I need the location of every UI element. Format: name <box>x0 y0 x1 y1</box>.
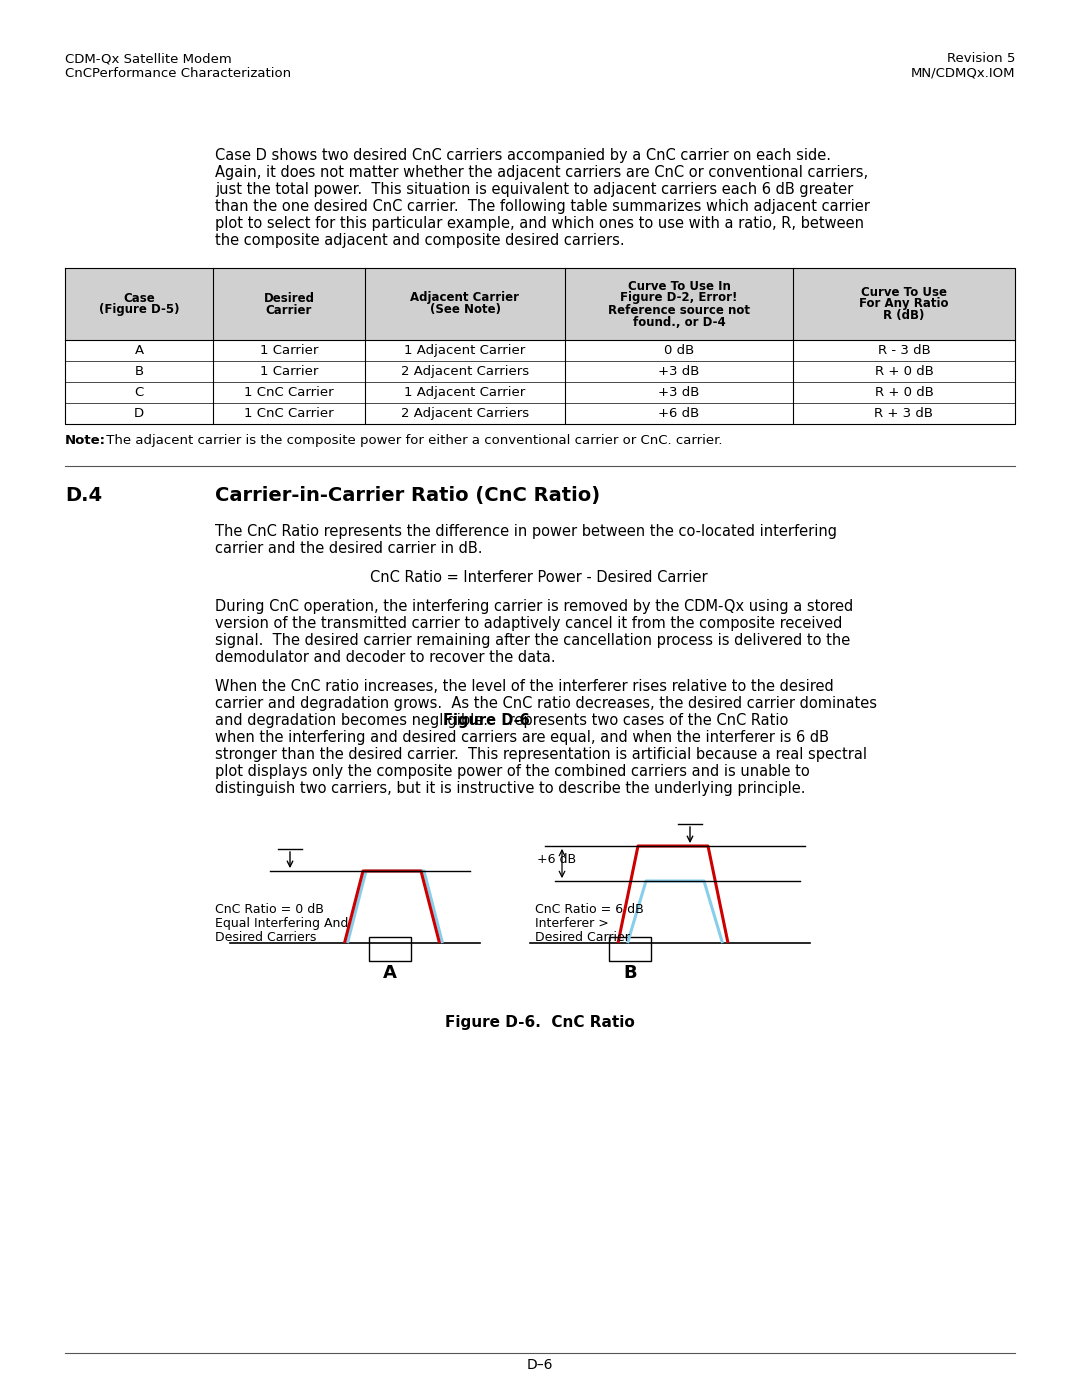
Text: R (dB): R (dB) <box>883 310 924 323</box>
Text: MN/CDMQx.IOM: MN/CDMQx.IOM <box>910 67 1015 80</box>
Text: Case D shows two desired CnC carriers accompanied by a CnC carrier on each side.: Case D shows two desired CnC carriers ac… <box>215 148 831 163</box>
Text: distinguish two carriers, but it is instructive to describe the underlying princ: distinguish two carriers, but it is inst… <box>215 781 806 796</box>
Text: Adjacent Carrier: Adjacent Carrier <box>410 292 519 305</box>
Text: 1 Carrier: 1 Carrier <box>260 365 319 379</box>
Text: Again, it does not matter whether the adjacent carriers are CnC or conventional : Again, it does not matter whether the ad… <box>215 165 868 180</box>
Bar <box>609 937 651 961</box>
Text: found., or D-4: found., or D-4 <box>633 316 726 328</box>
Text: D: D <box>134 407 144 420</box>
Text: CnCPerformance Characterization: CnCPerformance Characterization <box>65 67 292 80</box>
Text: During CnC operation, the interfering carrier is removed by the CDM-Qx using a s: During CnC operation, the interfering ca… <box>215 599 853 615</box>
Text: signal.  The desired carrier remaining after the cancellation process is deliver: signal. The desired carrier remaining af… <box>215 633 850 648</box>
Text: Equal Interfering And: Equal Interfering And <box>215 916 349 930</box>
Text: 2 Adjacent Carriers: 2 Adjacent Carriers <box>401 365 529 379</box>
Text: when the interfering and desired carriers are equal, and when the interferer is : when the interfering and desired carrier… <box>215 731 829 745</box>
Text: Revision 5: Revision 5 <box>947 52 1015 66</box>
Text: Desired: Desired <box>264 292 314 305</box>
Text: 1 CnC Carrier: 1 CnC Carrier <box>244 386 334 400</box>
Text: 1 Adjacent Carrier: 1 Adjacent Carrier <box>404 386 526 400</box>
Text: represents two cases of the CnC Ratio: represents two cases of the CnC Ratio <box>504 712 788 728</box>
Text: carrier and degradation grows.  As the CnC ratio decreases, the desired carrier : carrier and degradation grows. As the Cn… <box>215 696 877 711</box>
Text: stronger than the desired carrier.  This representation is artificial because a : stronger than the desired carrier. This … <box>215 747 867 761</box>
Text: 1 Carrier: 1 Carrier <box>260 344 319 358</box>
Text: B: B <box>623 964 637 982</box>
Text: demodulator and decoder to recover the data.: demodulator and decoder to recover the d… <box>215 650 555 665</box>
Text: Reference source not: Reference source not <box>608 303 750 317</box>
Text: +3 dB: +3 dB <box>659 386 700 400</box>
Text: C: C <box>134 386 144 400</box>
Text: +6 dB: +6 dB <box>659 407 700 420</box>
Text: Curve To Use In: Curve To Use In <box>627 279 730 292</box>
Text: Curve To Use: Curve To Use <box>861 285 947 299</box>
Text: Figure D-2, Error!: Figure D-2, Error! <box>620 292 738 305</box>
Text: Carrier: Carrier <box>266 303 312 317</box>
Text: Desired Carriers: Desired Carriers <box>215 930 316 944</box>
Text: The adjacent carrier is the composite power for either a conventional carrier or: The adjacent carrier is the composite po… <box>102 434 723 447</box>
Text: +3 dB: +3 dB <box>659 365 700 379</box>
Text: (See Note): (See Note) <box>430 303 500 317</box>
Text: Note:: Note: <box>65 434 106 447</box>
Text: the composite adjacent and composite desired carriers.: the composite adjacent and composite des… <box>215 233 624 249</box>
Text: Figure D-6: Figure D-6 <box>443 712 529 728</box>
Text: Case: Case <box>123 292 154 305</box>
Text: 1 CnC Carrier: 1 CnC Carrier <box>244 407 334 420</box>
Text: The CnC Ratio represents the difference in power between the co-located interfer: The CnC Ratio represents the difference … <box>215 524 837 539</box>
Text: A: A <box>383 964 397 982</box>
Text: (Figure D-5): (Figure D-5) <box>98 303 179 317</box>
Text: Figure D-6.  CnC Ratio: Figure D-6. CnC Ratio <box>445 1016 635 1030</box>
Text: version of the transmitted carrier to adaptively cancel it from the composite re: version of the transmitted carrier to ad… <box>215 616 842 631</box>
Text: and degradation becomes negligible.: and degradation becomes negligible. <box>215 712 497 728</box>
Text: R + 0 dB: R + 0 dB <box>875 386 933 400</box>
Text: R - 3 dB: R - 3 dB <box>878 344 930 358</box>
Text: D.4: D.4 <box>65 486 103 504</box>
Text: Interferer >: Interferer > <box>535 916 609 930</box>
Text: +6 dB: +6 dB <box>537 854 576 866</box>
Text: B: B <box>134 365 144 379</box>
Text: 0 dB: 0 dB <box>664 344 694 358</box>
Text: CnC Ratio = 0 dB: CnC Ratio = 0 dB <box>215 902 324 916</box>
Text: 2 Adjacent Carriers: 2 Adjacent Carriers <box>401 407 529 420</box>
Text: than the one desired CnC carrier.  The following table summarizes which adjacent: than the one desired CnC carrier. The fo… <box>215 198 869 214</box>
Bar <box>369 937 411 961</box>
Text: CnC Ratio = Interferer Power - Desired Carrier: CnC Ratio = Interferer Power - Desired C… <box>370 570 707 585</box>
Text: When the CnC ratio increases, the level of the interferer rises relative to the : When the CnC ratio increases, the level … <box>215 679 834 694</box>
Text: just the total power.  This situation is equivalent to adjacent carriers each 6 : just the total power. This situation is … <box>215 182 853 197</box>
Text: CDM-Qx Satellite Modem: CDM-Qx Satellite Modem <box>65 52 232 66</box>
Text: D–6: D–6 <box>527 1358 553 1372</box>
Text: carrier and the desired carrier in dB.: carrier and the desired carrier in dB. <box>215 541 483 556</box>
Text: For Any Ratio: For Any Ratio <box>860 298 948 310</box>
Text: CnC Ratio = 6 dB: CnC Ratio = 6 dB <box>535 902 644 916</box>
Text: R + 0 dB: R + 0 dB <box>875 365 933 379</box>
Bar <box>65 268 1015 339</box>
Text: Carrier-in-Carrier Ratio (CnC Ratio): Carrier-in-Carrier Ratio (CnC Ratio) <box>215 486 600 504</box>
Text: R + 3 dB: R + 3 dB <box>875 407 933 420</box>
Text: A: A <box>134 344 144 358</box>
Text: plot to select for this particular example, and which ones to use with a ratio, : plot to select for this particular examp… <box>215 217 864 231</box>
Text: plot displays only the composite power of the combined carriers and is unable to: plot displays only the composite power o… <box>215 764 810 780</box>
Text: Desired Carrier: Desired Carrier <box>535 930 630 944</box>
Text: 1 Adjacent Carrier: 1 Adjacent Carrier <box>404 344 526 358</box>
